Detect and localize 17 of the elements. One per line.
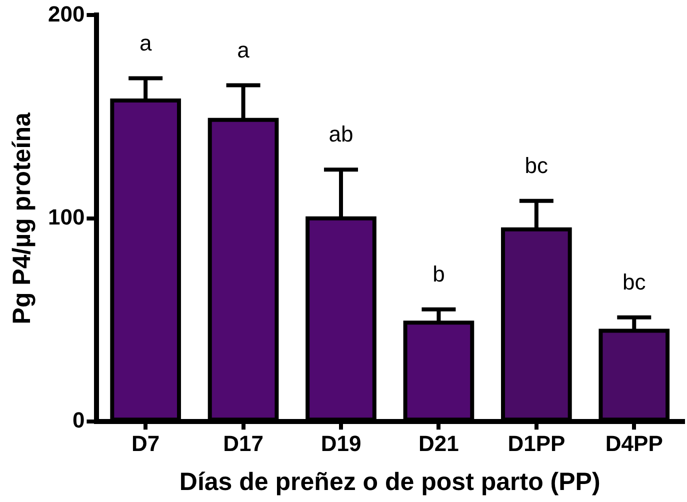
y-axis-title: Pg P4/µg proteína <box>8 111 36 324</box>
x-tick-label: D17 <box>223 430 264 456</box>
y-tick-label: 200 <box>48 1 85 26</box>
annotation: a <box>237 37 250 62</box>
x-tick-label: D19 <box>320 430 362 456</box>
annotation: bc <box>622 269 646 294</box>
x-axis-title: Días de preñez o de post parto (PP) <box>179 468 600 496</box>
x-tick-label: D21 <box>418 430 459 456</box>
y-tick-label: 0 <box>72 408 85 433</box>
x-tick-label: D1PP <box>508 430 566 456</box>
annotation: bc <box>524 152 548 178</box>
annotation: a <box>139 30 152 56</box>
x-tick-label: D7 <box>132 430 160 456</box>
x-tick-label: D4PP <box>605 430 663 456</box>
annotation: b <box>432 261 445 286</box>
annotation: ab <box>328 122 354 147</box>
y-tick-label: 100 <box>48 204 85 230</box>
